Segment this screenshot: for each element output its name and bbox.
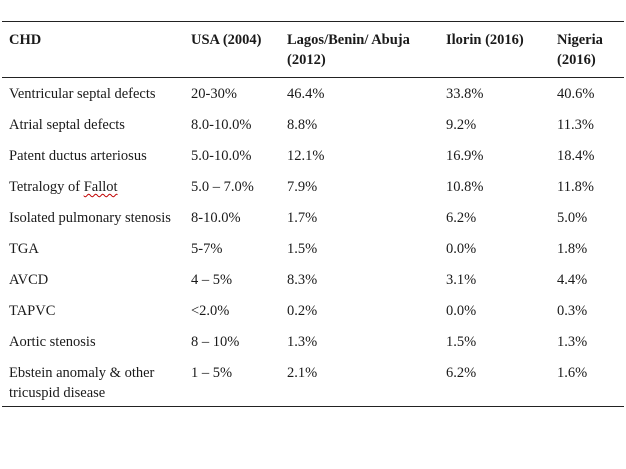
cell-usa: 20-30% xyxy=(191,86,237,102)
table-body: Ventricular septal defects 20-30% 46.4% … xyxy=(2,78,624,407)
cell-lagos: 7.9% xyxy=(287,179,318,195)
table-row: TAPVC <2.0% 0.2% 0.0% 0.3% xyxy=(2,297,624,328)
cell-nigeria: 1.8% xyxy=(557,241,588,257)
cell-lagos: 1.5% xyxy=(287,241,318,257)
cell-lagos: 2.1% xyxy=(280,359,439,407)
cell-usa: 5.0-10.0% xyxy=(191,148,252,164)
cell-ilorin: 1.5% xyxy=(446,334,477,350)
cell-defect: Patent ductus arteriosus xyxy=(9,148,147,164)
cell-ilorin: 10.8% xyxy=(446,179,484,195)
cell-usa: 4 – 5% xyxy=(191,272,233,288)
cell-ilorin: 6.2% xyxy=(439,359,550,407)
cell-lagos: 1.3% xyxy=(287,334,318,350)
table-row: Ventricular septal defects 20-30% 46.4% … xyxy=(2,78,624,112)
cell-usa: <2.0% xyxy=(191,303,230,319)
cell-defect: AVCD xyxy=(9,272,49,288)
cell-nigeria: 11.3% xyxy=(557,117,594,133)
cell-nigeria: 0.3% xyxy=(557,303,588,319)
header-usa-2004: USA (2004) xyxy=(184,21,280,78)
cell-ilorin: 33.8% xyxy=(446,86,484,102)
table-row: AVCD 4 – 5% 8.3% 3.1% 4.4% xyxy=(2,266,624,297)
cell-ilorin: 0.0% xyxy=(446,241,477,257)
chd-prevalence-table: CHD USA (2004) Lagos/Benin/ Abuja (2012)… xyxy=(2,21,624,407)
header-nigeria-2016: Nigeria (2016) xyxy=(550,21,624,78)
table-row: Patent ductus arteriosus 5.0-10.0% 12.1%… xyxy=(2,142,624,173)
cell-defect: Ventricular septal defects xyxy=(9,86,156,102)
cell-defect: Ebstein anomaly & other tricuspid diseas… xyxy=(2,359,184,407)
document-page: CHD USA (2004) Lagos/Benin/ Abuja (2012)… xyxy=(0,21,626,469)
table-row: Isolated pulmonary stenosis 8-10.0% 1.7%… xyxy=(2,204,624,235)
cell-nigeria: 40.6% xyxy=(557,86,595,102)
table-row: TGA 5-7% 1.5% 0.0% 1.8% xyxy=(2,235,624,266)
cell-ilorin: 0.0% xyxy=(446,303,477,319)
table-row: Atrial septal defects 8.0-10.0% 8.8% 9.2… xyxy=(2,111,624,142)
header-lagos-benin-abuja-2012: Lagos/Benin/ Abuja (2012) xyxy=(280,21,439,78)
cell-lagos: 12.1% xyxy=(287,148,325,164)
cell-usa: 5-7% xyxy=(191,241,223,257)
cell-usa: 5.0 – 7.0% xyxy=(191,179,254,195)
header-ilorin-2016: Ilorin (2016) xyxy=(439,21,550,78)
header-row: CHD USA (2004) Lagos/Benin/ Abuja (2012)… xyxy=(2,21,624,78)
cell-defect: Atrial septal defects xyxy=(9,117,125,133)
cell-ilorin: 16.9% xyxy=(446,148,484,164)
cell-nigeria: 4.4% xyxy=(557,272,588,288)
cell-usa: 1 – 5% xyxy=(184,359,280,407)
cell-ilorin: 6.2% xyxy=(446,210,477,226)
cell-nigeria: 11.8% xyxy=(557,179,594,195)
cell-nigeria: 5.0% xyxy=(557,210,588,226)
cell-nigeria: 18.4% xyxy=(557,148,595,164)
cell-defect: Aortic stenosis xyxy=(9,334,96,350)
cell-ilorin: 3.1% xyxy=(446,272,477,288)
cell-defect: Tetralogy of Fallot xyxy=(2,173,184,204)
table-row: Tetralogy of Fallot 5.0 – 7.0% 7.9% 10.8… xyxy=(2,173,624,204)
cell-lagos: 46.4% xyxy=(287,86,325,102)
cell-nigeria: 1.6% xyxy=(550,359,624,407)
cell-lagos: 1.7% xyxy=(287,210,318,226)
cell-defect: TGA xyxy=(9,241,39,257)
table-row: Aortic stenosis 8 – 10% 1.3% 1.5% 1.3% xyxy=(2,328,624,359)
cell-usa: 8-10.0% xyxy=(191,210,241,226)
spellcheck-word: Fallot xyxy=(83,179,118,195)
cell-lagos: 8.8% xyxy=(287,117,318,133)
cell-lagos: 8.3% xyxy=(287,272,318,288)
cell-defect-prefix: Tetralogy of xyxy=(9,179,84,195)
cell-defect: Isolated pulmonary stenosis xyxy=(9,210,171,226)
table-row: Ebstein anomaly & other tricuspid diseas… xyxy=(2,359,624,407)
header-chd: CHD xyxy=(2,21,184,78)
cell-usa: 8.0-10.0% xyxy=(191,117,252,133)
cell-lagos: 0.2% xyxy=(287,303,318,319)
cell-usa: 8 – 10% xyxy=(191,334,240,350)
cell-nigeria: 1.3% xyxy=(557,334,588,350)
table-header: CHD USA (2004) Lagos/Benin/ Abuja (2012)… xyxy=(2,21,624,78)
cell-ilorin: 9.2% xyxy=(446,117,477,133)
cell-defect: TAPVC xyxy=(9,303,56,319)
